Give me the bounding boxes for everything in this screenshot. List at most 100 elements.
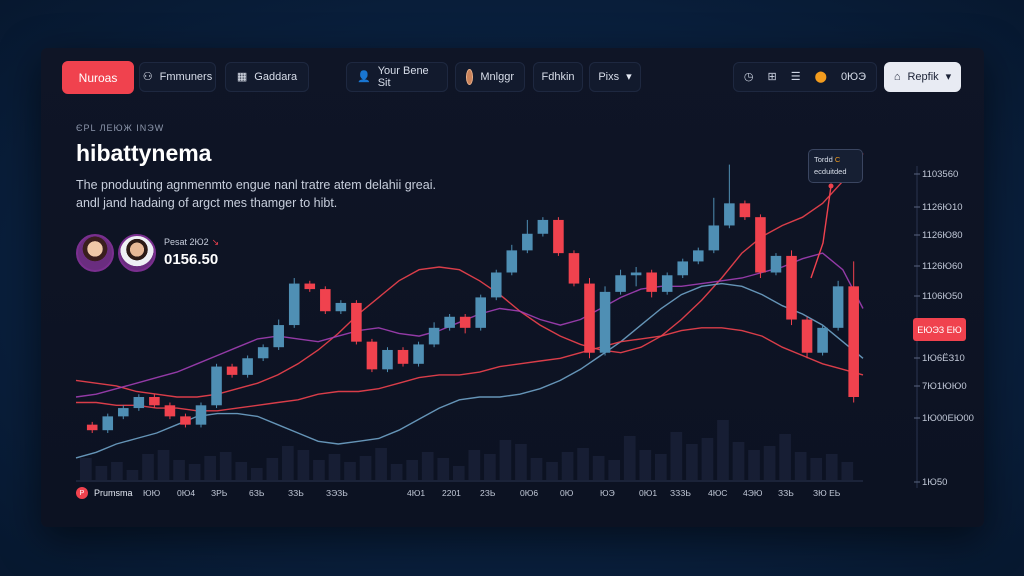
nav-button-gaddara[interactable]: ▦ Gaddara bbox=[225, 62, 309, 92]
volume-bar bbox=[701, 438, 714, 480]
nav-label: Mnlggr bbox=[480, 71, 514, 83]
volume-bar bbox=[235, 462, 248, 480]
volume-bar bbox=[515, 444, 527, 480]
grid-icon: ▦ bbox=[236, 70, 248, 83]
x-tick-label: ЗРЬ bbox=[211, 488, 228, 498]
candle-body bbox=[133, 397, 145, 409]
volume-bar bbox=[608, 460, 621, 480]
candle-body bbox=[490, 272, 502, 298]
volume-bar bbox=[297, 450, 310, 480]
avatar[interactable] bbox=[118, 234, 156, 272]
nav-dropdown-pixs[interactable]: Pixs ▾ bbox=[589, 62, 641, 92]
y-tick-label: 1106Ю50 bbox=[922, 291, 963, 302]
top-nav: Nuroas ⚇ Fmmuners ▦ Gaddara 👤 Your Bene … bbox=[41, 48, 984, 108]
candle-body bbox=[195, 405, 207, 425]
tooltip-pointer bbox=[810, 185, 832, 279]
volume-bar bbox=[437, 458, 450, 480]
candle-body bbox=[646, 272, 657, 292]
volume-bar bbox=[157, 450, 170, 480]
candle-body bbox=[413, 344, 424, 364]
nav-label: Fmmuners bbox=[159, 71, 213, 83]
candle-body bbox=[444, 316, 455, 328]
candle-body bbox=[832, 286, 844, 328]
grid-small-icon[interactable]: ⊞ bbox=[767, 70, 777, 83]
y-tick-label: 1Ю00ЕЮ00 bbox=[922, 413, 974, 424]
volume-bar bbox=[546, 462, 558, 480]
bank-icon: ⌂ bbox=[893, 70, 901, 83]
candle-body bbox=[755, 217, 766, 273]
page-eyebrow: ЄРL ЛЕЮЖ ІNЭW bbox=[76, 123, 165, 133]
clock-icon[interactable]: ◷ bbox=[743, 70, 754, 83]
avatar[interactable] bbox=[76, 234, 114, 272]
nav-button-fmmuners[interactable]: ⚇ Fmmuners bbox=[139, 62, 216, 92]
volume-bar bbox=[530, 458, 543, 480]
candle-body bbox=[257, 347, 269, 359]
x-tick-label: 4ЮС bbox=[708, 488, 727, 498]
candle-body bbox=[475, 297, 486, 328]
x-tick-label: ЗЗЬ bbox=[778, 488, 794, 498]
location-icon[interactable]: ⬤ bbox=[814, 70, 827, 83]
volume-bar bbox=[468, 450, 481, 480]
page-title: hibattynema bbox=[76, 140, 212, 166]
list-icon[interactable]: ☰ bbox=[790, 70, 801, 83]
volume-bar bbox=[686, 444, 698, 480]
price-chart[interactable]: 1103560 1126Ю10 1126Ю80 1126Ю60 1106Ю50 1Ю6ЁЗ… bbox=[41, 48, 984, 527]
y-tick-label: 1126Ю10 bbox=[922, 202, 963, 213]
current-price-tag: EЮЭЗ ЕЮ bbox=[913, 318, 966, 341]
volume-bar bbox=[592, 456, 605, 480]
nav-button-mnlggr[interactable]: Mnlggr bbox=[455, 62, 525, 92]
candle-body bbox=[692, 250, 704, 262]
candle-body bbox=[149, 397, 160, 406]
volume-bar bbox=[748, 450, 760, 480]
volume-bar bbox=[841, 462, 854, 480]
volume-bar bbox=[188, 464, 201, 480]
volume-bar bbox=[639, 450, 652, 480]
primary-nav-button[interactable]: Nuroas bbox=[62, 61, 134, 94]
x-tick-label: 0Ю1 bbox=[639, 488, 657, 498]
nav-button-fdhkin[interactable]: Fdhkin bbox=[533, 62, 583, 92]
primary-nav-label: Nuroas bbox=[78, 70, 118, 85]
nav-label: Your Bene Sit bbox=[377, 65, 429, 89]
notification-count: 0ЮЭ bbox=[840, 71, 867, 83]
candle-body bbox=[568, 253, 580, 284]
candle-body bbox=[537, 219, 549, 234]
user-avatar-icon bbox=[466, 69, 474, 85]
candle-body bbox=[599, 291, 611, 353]
candle-body bbox=[770, 255, 782, 273]
tooltip-line1: Tordd bbox=[814, 155, 833, 164]
y-tick-label: 1126Ю80 bbox=[922, 230, 963, 241]
y-tick-label: 7Ю1ЮЮ0 bbox=[922, 381, 967, 392]
user-group-icon: ⚇ bbox=[142, 70, 153, 83]
account-menu-button[interactable]: ⌂ Repfik ▾ bbox=[884, 62, 961, 92]
candle-body bbox=[724, 203, 735, 226]
x-tick-label: 0Ю bbox=[560, 488, 574, 498]
volume-bar bbox=[142, 454, 154, 480]
y-tick-label: 1Ю6ЁЗ10 bbox=[922, 353, 965, 364]
candle-body bbox=[273, 325, 284, 348]
tooltip-line2: ecduitded bbox=[814, 167, 847, 176]
candle-body bbox=[366, 341, 378, 370]
volume-bar bbox=[779, 434, 791, 480]
candle-body bbox=[615, 275, 626, 292]
chart-tooltip: Tordd C ecduitded bbox=[808, 149, 863, 183]
x-tick-label: 0Ю6 bbox=[520, 488, 538, 498]
indicator-line bbox=[76, 327, 864, 412]
volume-bar bbox=[390, 464, 403, 480]
volume-bar bbox=[421, 452, 434, 480]
x-tick-label: ЮЭ bbox=[600, 488, 615, 498]
x-tick-label: 4Ю1 bbox=[407, 488, 425, 498]
nav-button-your-bene-sit[interactable]: 👤 Your Bene Sit bbox=[346, 62, 448, 92]
ticker-label-text: Pesat 2Ю2 bbox=[164, 237, 209, 247]
volume-bar bbox=[577, 448, 589, 480]
candle-body bbox=[351, 302, 362, 342]
volume-bar bbox=[499, 440, 512, 480]
legend-icon: P bbox=[76, 487, 88, 499]
volume-bar bbox=[266, 458, 279, 480]
volume-bar bbox=[126, 470, 139, 480]
x-tick-label: ЗЭЗЬ bbox=[326, 488, 348, 498]
x-tick-label: ЗЗЗЬ bbox=[670, 488, 691, 498]
nav-label: Pixs bbox=[598, 71, 620, 83]
volume-bar bbox=[452, 466, 465, 480]
candle-body bbox=[164, 405, 176, 417]
candle-body bbox=[459, 316, 471, 328]
